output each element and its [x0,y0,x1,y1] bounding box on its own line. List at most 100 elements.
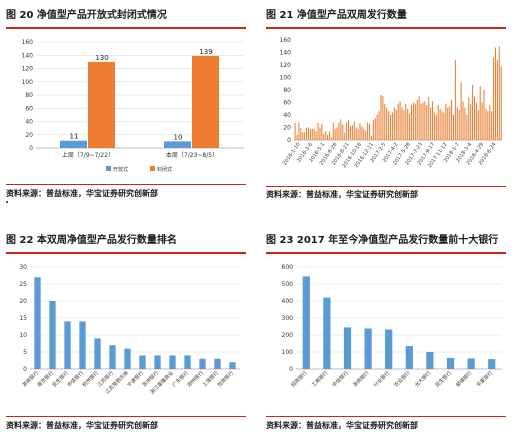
title-rule [6,252,246,254]
chart-title: 图 22 本双周净值型产品发行数量排名 [6,235,177,246]
bar [372,120,374,140]
chart-top-ten-banks: 0100200300400500600招商银行 工商银行 中信银行 浙商银行 兴业银行农… [282,264,502,389]
bar [323,297,331,369]
y-tick-label: 60 [25,105,33,112]
bar [330,137,332,140]
bar [405,346,413,369]
title-rule [266,27,506,29]
bar [343,327,352,369]
bar [481,102,483,140]
bar [64,321,71,369]
bar [451,100,453,140]
source-rule [266,416,506,417]
source-note: 资料来源：普益标准，华宝证券研究创新部 [6,421,158,430]
source-note: 资料来源：普益标准，华宝证券研究创新部 [266,190,418,199]
bar [416,100,418,140]
bar [456,107,458,140]
bar [302,132,304,140]
bar [367,122,369,140]
bar [139,355,146,369]
bar [485,108,487,140]
bar [309,128,311,140]
bar [169,355,176,369]
bullet-marker [6,201,8,203]
bar [94,338,101,369]
bar [192,55,219,148]
bar [154,355,161,369]
bar [386,107,388,140]
source-rule [6,184,246,185]
x-tick-label: 包商银行 [216,369,235,388]
y-tick-label: 200 [282,332,294,339]
y-tick-label: 300 [282,315,294,322]
bar [410,105,413,140]
y-tick-label: 600 [282,264,294,271]
y-tick-label: 140 [280,50,292,57]
bar [431,101,434,140]
legend-swatch [150,166,155,171]
bar [399,101,401,140]
bar [393,107,395,140]
data-label: 139 [199,48,212,56]
bar [452,115,455,140]
y-tick-label: 40 [283,112,291,119]
bar [447,107,449,140]
y-tick-label: 80 [25,92,33,99]
y-tick-label: 5 [23,349,27,356]
y-tick-label: 80 [283,87,291,94]
y-tick-label: 0 [287,137,291,144]
bar [475,102,477,140]
bar [311,128,313,140]
bar [433,112,435,140]
bar [483,90,485,140]
bar [109,345,116,369]
bar [124,348,131,369]
bar [351,125,353,140]
bar [296,135,298,140]
bar [405,103,407,140]
bar [462,101,464,140]
bar [472,85,474,140]
y-tick-label: 0 [29,145,33,152]
bar [445,103,447,140]
x-tick-label: 农业银行 [393,369,412,388]
data-label: 10 [174,133,183,141]
bar [412,102,414,140]
bar [397,103,399,140]
bar [323,133,325,140]
y-tick-label: 500 [282,281,294,288]
bar [395,110,397,140]
bar [380,95,382,140]
bar [317,123,319,140]
bar [426,105,428,140]
bar [34,277,41,369]
x-tick-label: 中信银行 [331,369,350,388]
bar [479,86,481,140]
y-tick-label: 0 [23,366,27,373]
y-tick-label: 120 [22,66,34,73]
bar [498,46,500,140]
bar [334,128,336,140]
bar [313,128,315,140]
bar [315,131,317,140]
bar [389,115,392,140]
bar [439,108,441,140]
panel-top-ten-banks: 图 23 2017 年至今净值型产品发行数量前十大银行 0 100 200 300 40… [266,233,514,438]
source-rule [6,416,246,417]
bar [382,96,384,140]
y-tick-label: 100 [282,349,294,356]
bar [357,128,359,140]
y-tick-label: 140 [22,52,34,59]
bar [327,135,329,140]
x-tick-label: 民生银行 [434,369,453,388]
bar [368,123,371,140]
bar [355,127,357,140]
y-tick-label: 20 [19,298,27,305]
bar [361,126,363,140]
x-tick-label: 兴业银行 [372,369,391,388]
source-note: 资料来源：普益标准，华宝证券研究创新部 [266,421,418,430]
y-tick-label: 40 [25,119,33,126]
bar [491,111,493,140]
bar [229,362,236,369]
bar [435,115,437,140]
